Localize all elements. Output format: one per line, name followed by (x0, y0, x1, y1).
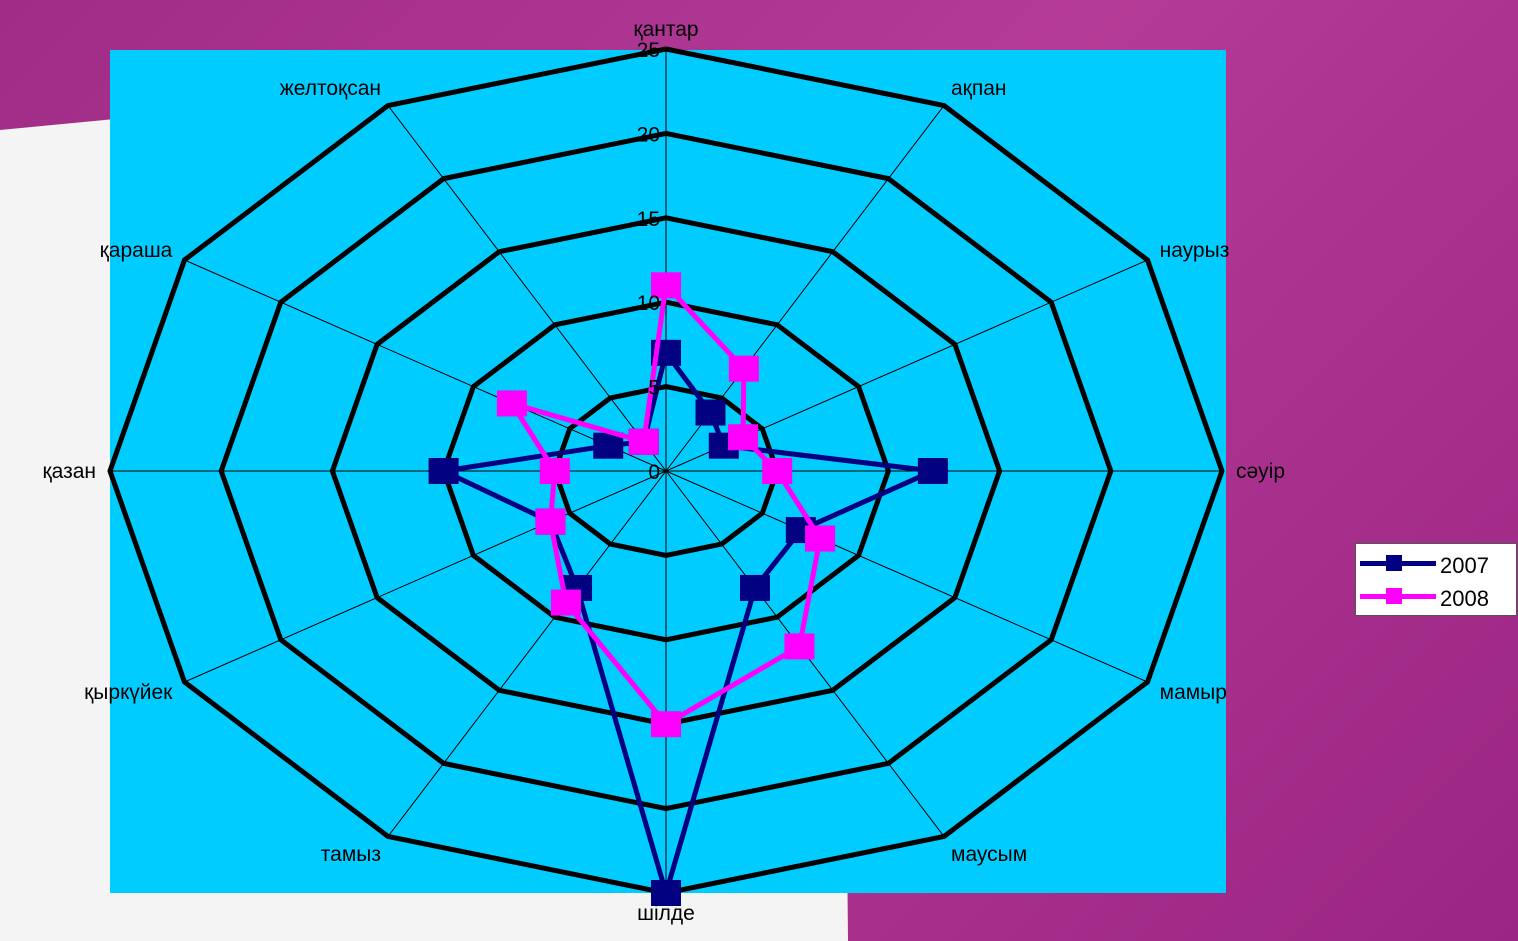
data-point-2008 (728, 355, 759, 382)
category-label: тамыз (321, 843, 381, 866)
legend-item-2007: 2007 (1356, 549, 1516, 579)
category-labels: қантар ақпан наурыз сәуір мамыр маусым шілде та… (42, 18, 1285, 925)
legend-item-2008: 2008 (1356, 582, 1516, 612)
category-label: шілде (637, 902, 695, 925)
data-point-2008 (539, 458, 570, 484)
data-point-2008 (550, 589, 581, 616)
data-point-2007 (695, 399, 726, 426)
radar-spoke (184, 470, 667, 683)
tick-labels: 0 5 10 15 20 25 (637, 39, 660, 484)
category-label: қазан (42, 460, 96, 483)
data-point-2008 (784, 633, 815, 660)
data-point-2007 (917, 458, 948, 484)
data-point-2008 (651, 711, 681, 738)
series-layer (428, 272, 948, 906)
radar-spoke (387, 470, 667, 837)
data-point-2008 (762, 458, 793, 484)
data-point-2008 (535, 508, 566, 535)
data-point-2007 (428, 458, 459, 484)
tick-label: 15 (637, 208, 660, 231)
tick-label: 5 (648, 377, 660, 400)
legend: 2007 2008 (1355, 543, 1517, 616)
radar-spoke (665, 470, 1148, 683)
category-label: ақпан (951, 77, 1007, 100)
radar-ring (441, 299, 891, 643)
tick-label: 20 (637, 123, 660, 146)
tick-label: 25 (637, 39, 660, 62)
category-label: мамыр (1160, 681, 1227, 704)
radar-spoke (184, 259, 667, 472)
category-label: қантар (633, 18, 698, 41)
data-point-2008 (728, 424, 759, 451)
square-marker-icon (1386, 555, 1402, 571)
series-2008 (496, 272, 836, 738)
radar-ring (552, 384, 780, 558)
tick-label: 0 (648, 461, 660, 484)
radar-spoke (387, 105, 667, 472)
data-point-2007 (651, 880, 681, 906)
category-label: сәуір (1236, 460, 1285, 483)
radar-ring (218, 130, 1114, 812)
category-label: маусым (951, 843, 1027, 866)
tick-label: 10 (637, 292, 660, 315)
data-point-2008 (496, 390, 527, 417)
category-label: наурыз (1160, 239, 1230, 262)
data-point-2007 (593, 432, 624, 459)
legend-label-2008: 2008 (1440, 586, 1489, 611)
category-label: қараша (100, 239, 173, 262)
category-label: желтоқсан (280, 77, 381, 100)
data-point-2007 (739, 574, 770, 601)
square-marker-icon (1386, 588, 1402, 604)
legend-label-2007: 2007 (1440, 553, 1489, 578)
data-point-2008 (805, 525, 836, 552)
data-point-2008 (628, 428, 659, 455)
category-label: қыркүйек (84, 681, 173, 704)
data-point-2008 (651, 272, 681, 299)
